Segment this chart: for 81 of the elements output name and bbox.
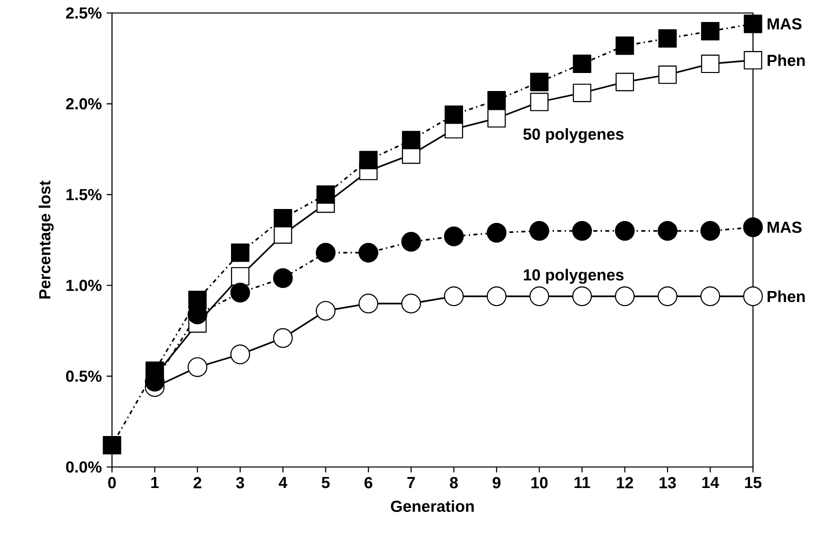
point [358,242,378,263]
point [529,286,550,306]
y-tick-label: 1.0% [66,280,102,292]
point [744,14,762,34]
point [616,72,634,92]
point [444,226,464,246]
y-axis-title: Percentage lost [38,180,54,298]
point [700,286,720,306]
y-tick-label: 0.0% [66,461,102,473]
point [230,282,250,303]
point [316,300,336,321]
x-tick-label: 9 [492,477,500,488]
point [572,84,592,102]
x-tick-label: 12 [616,477,634,488]
x-tick-label: 4 [278,477,288,488]
y-tick-label: 1.5% [66,188,102,200]
point [487,109,506,128]
point [529,221,550,241]
series-label: MAS [768,18,802,30]
x-tick-label: 14 [702,477,720,488]
point [188,357,208,377]
point [487,90,506,110]
point [231,267,250,286]
point [572,54,592,74]
point [316,185,335,204]
series-label: Phen [768,290,805,302]
point [316,242,336,263]
point [231,243,250,262]
x-tick-label: 8 [450,477,458,488]
x-axis-title: Generation [390,500,474,512]
point [444,105,464,124]
point [530,92,549,112]
point [743,286,763,306]
point [744,51,762,70]
point [616,36,634,55]
point [486,222,506,243]
point [273,328,293,348]
point [658,66,677,84]
point [358,294,378,314]
point [572,286,592,306]
point [743,217,763,238]
point [102,436,122,454]
x-tick-label: 6 [364,477,372,488]
point [658,29,677,48]
point [401,294,422,314]
point [359,150,378,170]
series-label: Phen [768,54,805,66]
point [701,22,720,40]
x-tick-label: 0 [108,477,116,488]
point [146,362,164,380]
point [402,130,420,150]
point [614,221,635,241]
point [530,72,549,92]
x-tick-label: 2 [194,477,202,488]
point [700,221,720,241]
y-tick-label: 2.5% [66,7,102,19]
x-tick-label: 3 [236,477,244,488]
x-tick-label: 11 [574,477,590,488]
point [230,344,250,364]
x-tick-label: 1 [151,477,159,488]
point [701,54,720,74]
point [444,286,464,306]
point [486,286,506,306]
annotation: 50 polygenes [523,128,624,144]
x-tick-label: 10 [531,477,548,488]
y-tick-label: 2.0% [66,98,102,110]
point [188,290,207,310]
point [274,208,292,228]
series-label: MAS [768,222,802,233]
x-tick-label: 5 [322,477,330,488]
point [572,221,592,241]
point [658,221,678,241]
x-tick-label: 15 [745,477,762,488]
point [401,232,422,252]
y-tick-label: 0.5% [66,370,102,382]
point [614,286,635,306]
point [658,286,678,306]
point [273,268,293,288]
x-tick-label: 13 [660,477,676,488]
annotation: 10 polygenes [524,268,624,284]
x-tick-label: 7 [407,477,415,488]
